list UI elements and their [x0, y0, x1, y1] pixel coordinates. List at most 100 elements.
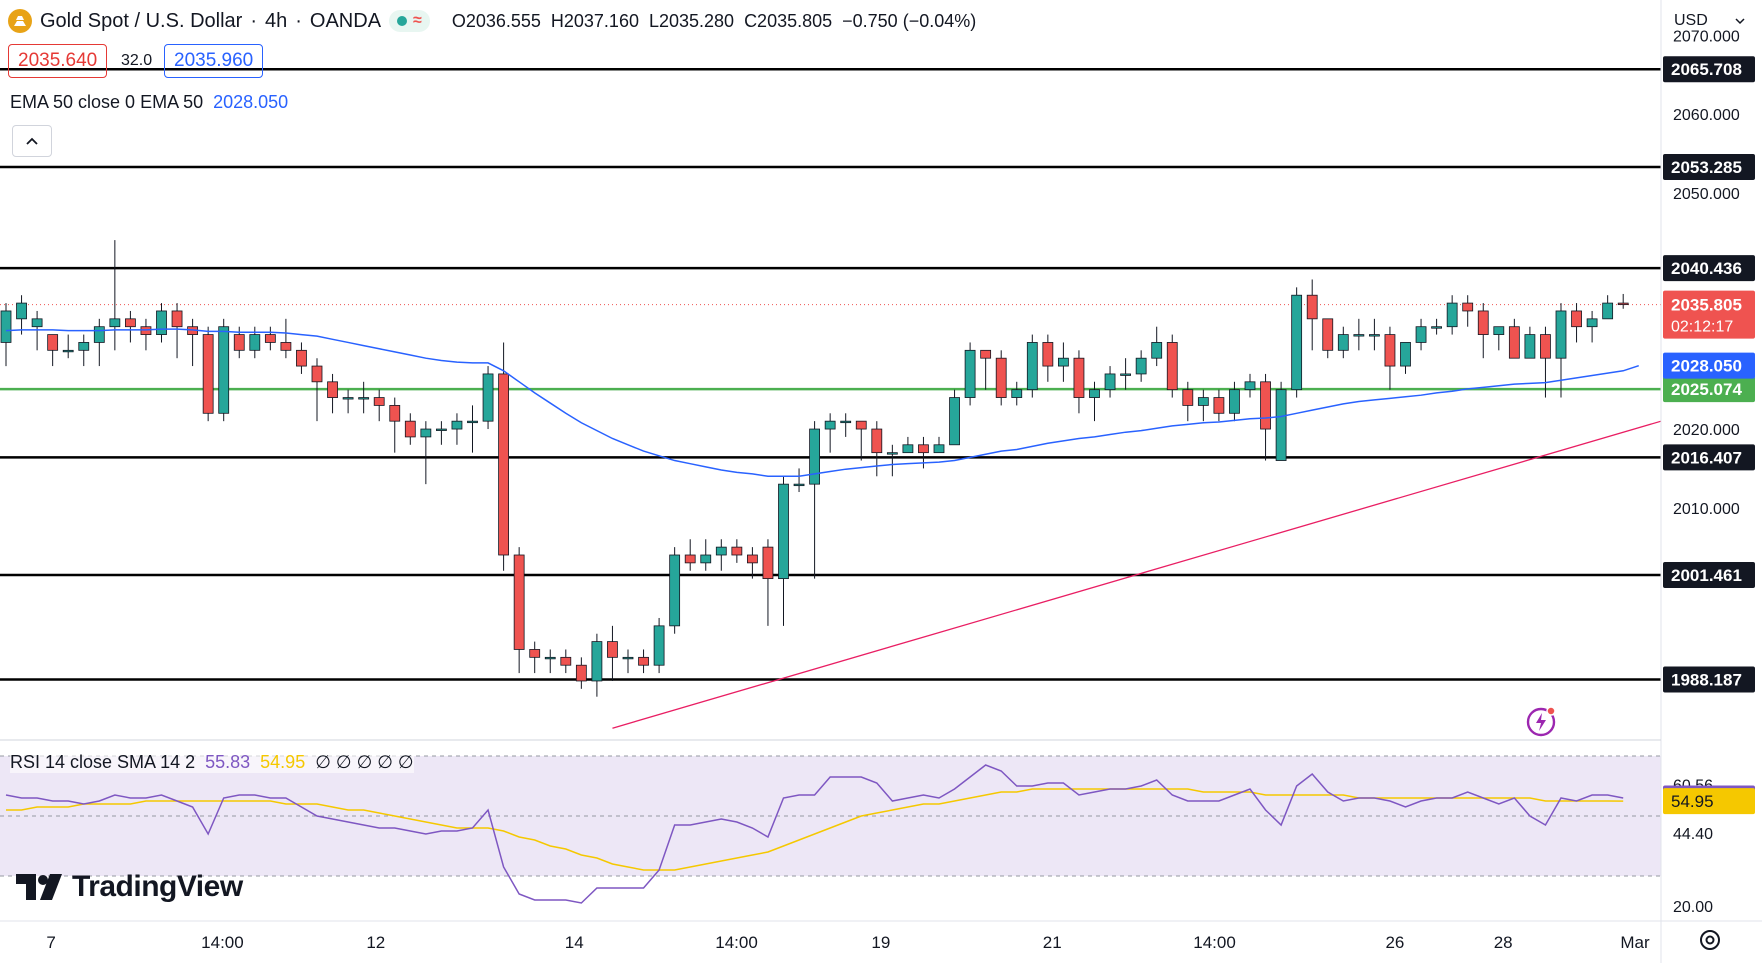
gear-icon[interactable]: [1697, 927, 1723, 953]
candle: [544, 649, 556, 674]
candle-body: [31, 318, 43, 328]
candle: [1197, 389, 1209, 422]
candle-body: [1493, 326, 1505, 335]
candle-body: [824, 420, 836, 430]
candle-body: [1291, 294, 1303, 391]
candle-body: [47, 334, 59, 351]
gold-symbol-icon: [8, 9, 32, 33]
ema-legend[interactable]: EMA 50 close 0 EMA 50 2028.050: [10, 92, 288, 113]
candle-body: [1322, 318, 1334, 351]
candle: [125, 310, 136, 343]
candle: [575, 657, 587, 689]
candle: [1602, 295, 1614, 320]
candle-body: [125, 318, 136, 328]
price-tick-label: 2060.000: [1673, 107, 1740, 124]
sell-price-button[interactable]: 2035.640: [8, 44, 108, 78]
candle-body: [1244, 381, 1256, 391]
collapse-legend-button[interactable]: [12, 125, 52, 157]
rsi-legend[interactable]: RSI 14 close SMA 14 2 55.83 54.95 ∅ ∅ ∅ …: [10, 752, 414, 773]
level-price-label-text: 2065.708: [1671, 60, 1742, 79]
wave-icon: ≈: [413, 12, 422, 29]
candle-body: [451, 420, 463, 430]
candle: [435, 421, 447, 445]
currency-selector[interactable]: USD: [1666, 5, 1754, 37]
candle-body: [1026, 342, 1038, 391]
candle-body: [62, 349, 74, 353]
rsi-sma-legend-value: 54.95: [260, 752, 306, 772]
candle-body: [327, 381, 338, 398]
candle-body: [700, 554, 712, 564]
candle: [16, 295, 27, 335]
rsi-sma-line: [6, 788, 1624, 871]
candle-body: [778, 483, 789, 580]
time-tick-label: 14: [565, 933, 584, 952]
candle-body: [1151, 342, 1163, 359]
interval-label[interactable]: 4h: [264, 9, 288, 32]
high-value: H2037.160: [550, 10, 639, 31]
candle-body: [1213, 397, 1225, 414]
level-price-label: 2040.436: [1663, 255, 1755, 282]
ohlc-readout: O2036.555 H2037.160 L2035.280 C2035.805 …: [452, 11, 976, 32]
level-price-label-bg: [1663, 154, 1755, 181]
candle: [1555, 303, 1567, 398]
candle: [1617, 293, 1629, 309]
candle: [902, 436, 914, 454]
candle-body: [296, 349, 307, 367]
candle-body: [93, 326, 105, 343]
rsi-legend-value: 55.83: [205, 752, 251, 772]
candle: [1026, 334, 1038, 398]
candle: [467, 405, 478, 453]
time-tick-label: 21: [1043, 933, 1062, 952]
rsi-line: [5, 764, 1624, 904]
candle: [1477, 303, 1489, 359]
candle: [202, 326, 214, 422]
ema-price-label-text: 2028.050: [1671, 357, 1742, 376]
candle-body: [0, 310, 12, 343]
candle-body: [358, 397, 370, 400]
candle-body: [1540, 334, 1551, 359]
candle-body: [591, 641, 603, 682]
candle-body: [886, 452, 898, 455]
level-price-label: 2001.461: [1663, 561, 1755, 588]
buy-price-button[interactable]: 2035.960: [164, 44, 264, 78]
candle: [1337, 326, 1349, 359]
price-axis-bg: [1661, 0, 1762, 963]
candle: [156, 303, 167, 343]
candle: [949, 389, 960, 446]
price-tick-label: 2020.000: [1673, 422, 1740, 439]
candle: [78, 334, 90, 367]
candle-body: [1524, 334, 1536, 359]
candle-body: [233, 334, 245, 351]
ema-legend-value: 2028.050: [213, 92, 289, 112]
candle: [389, 397, 401, 453]
candle: [358, 381, 370, 414]
price-tick-label: 2010.000: [1673, 501, 1740, 518]
price-tick-label: 2050.000: [1673, 186, 1740, 203]
candle-body: [264, 334, 276, 343]
candle-body: [638, 656, 649, 666]
candle-body: [1260, 381, 1271, 430]
candle-body: [684, 554, 696, 564]
candle-body: [280, 342, 292, 351]
symbol-name[interactable]: Gold Spot / U.S. Dollar: [40, 9, 243, 32]
currency-label: USD: [1674, 12, 1708, 29]
last-price-label: 2035.805 02:12:17: [1663, 290, 1755, 339]
candle-body: [109, 318, 121, 328]
candle-body: [404, 420, 416, 438]
candle: [1104, 366, 1116, 398]
candle: [1462, 295, 1474, 327]
candle-body: [1415, 326, 1427, 343]
time-tick-label: 7: [46, 933, 55, 952]
candle-body: [1166, 342, 1178, 391]
candle: [871, 421, 883, 477]
flash-alert-icon[interactable]: [1525, 705, 1557, 737]
candle-body: [1058, 357, 1069, 367]
candle: [638, 649, 649, 674]
rsi-sma-value-label-bg: [1663, 788, 1755, 815]
level-price-label: 1988.187: [1663, 666, 1755, 693]
candle-body: [1617, 302, 1629, 306]
level-price-label: 2016.407: [1663, 444, 1755, 471]
market-status-pill[interactable]: ≈: [389, 10, 430, 32]
tradingview-logo[interactable]: TradingView: [16, 870, 243, 904]
